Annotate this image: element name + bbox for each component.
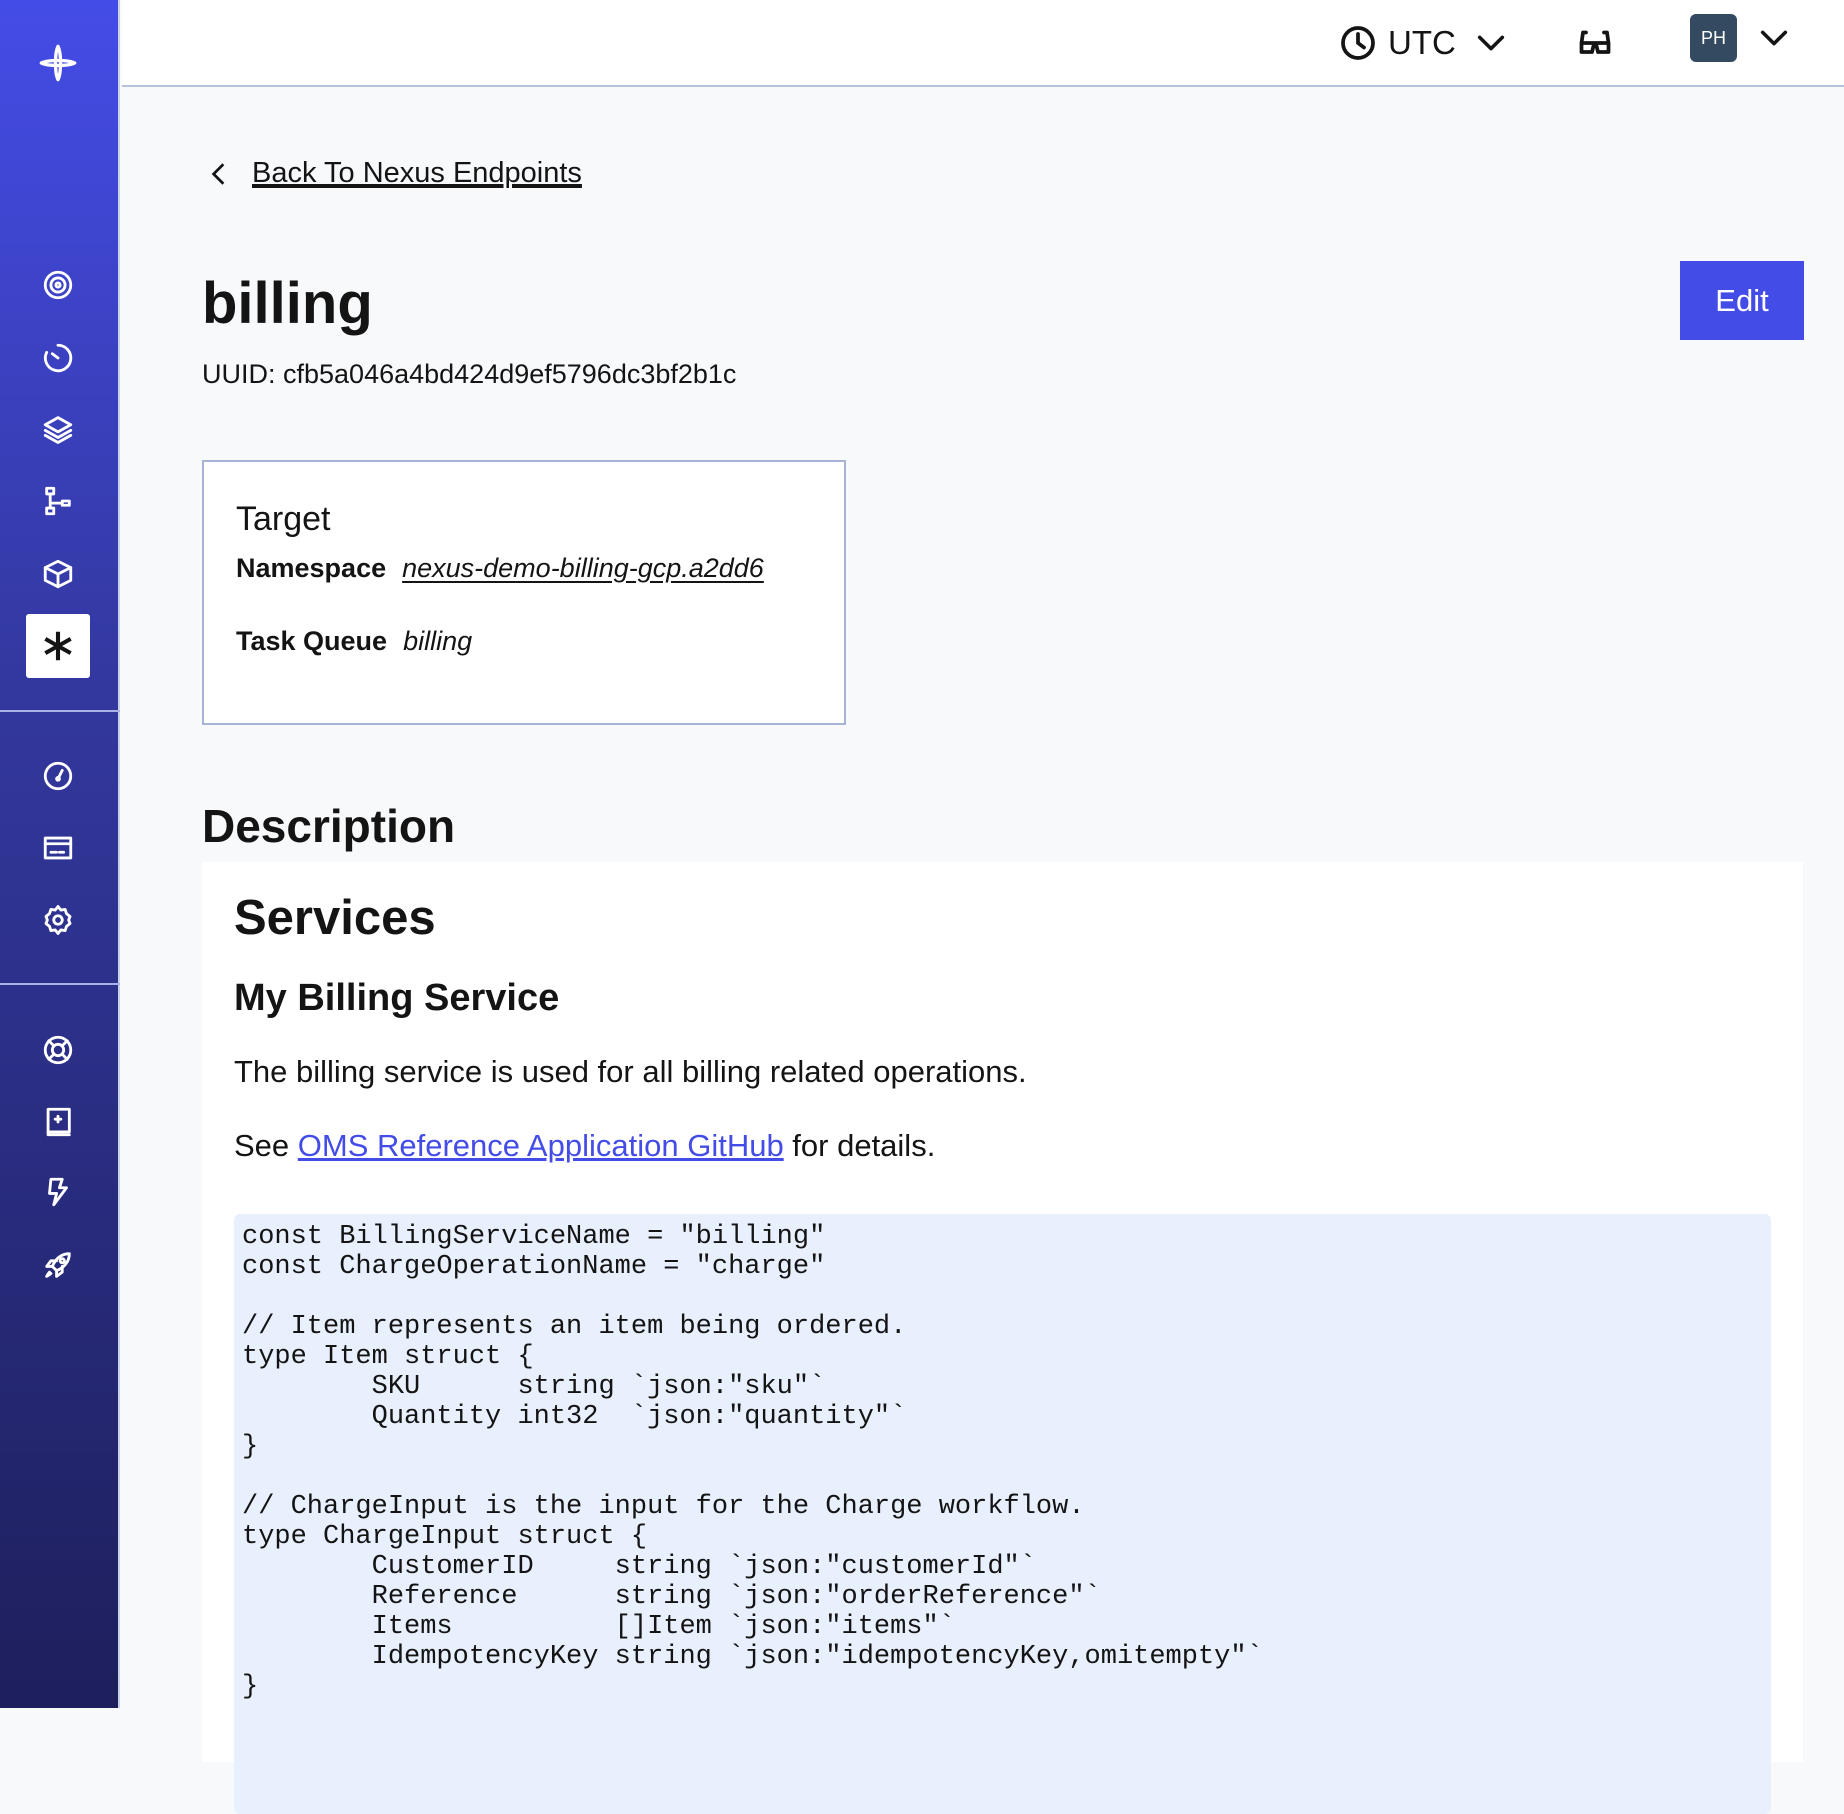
- description-paragraph: The billing service is used for all bill…: [234, 1054, 1027, 1089]
- sidebar-divider: [0, 983, 120, 985]
- docs-icon[interactable]: [40, 1104, 76, 1140]
- details-prefix: See: [234, 1128, 298, 1163]
- namespaces-icon[interactable]: [40, 411, 76, 447]
- back-link-label: Back To Nexus Endpoints: [252, 157, 582, 189]
- nexus-icon[interactable]: [26, 614, 90, 678]
- uuid-text: UUID: cfb5a046a4bd424d9ef5796dc3bf2b1c: [202, 359, 737, 389]
- glasses-icon: [1579, 30, 1611, 54]
- view-mode-button[interactable]: [1577, 20, 1613, 66]
- user-menu[interactable]: PH: [1690, 14, 1791, 62]
- feedback-icon[interactable]: [40, 1174, 76, 1210]
- details-suffix: for details.: [783, 1128, 936, 1163]
- target-heading: Target: [236, 500, 331, 538]
- namespace-link[interactable]: nexus-demo-billing-gcp.a2dd6: [402, 553, 764, 584]
- namespace-row: Namespace nexus-demo-billing-gcp.a2dd6: [236, 553, 812, 584]
- namespace-value: nexus-demo-billing-gcp.a2dd6: [402, 553, 764, 583]
- description-content: Services My Billing Service The billing …: [202, 862, 1803, 1814]
- chevron-down-icon: [1760, 30, 1788, 46]
- target-card: Target Namespace nexus-demo-billing-gcp.…: [202, 460, 846, 725]
- avatar: PH: [1690, 14, 1737, 62]
- clock-icon: [1341, 26, 1375, 60]
- description-heading: Description: [202, 800, 456, 852]
- edit-button[interactable]: Edit: [1680, 261, 1804, 340]
- support-icon[interactable]: [40, 1032, 76, 1068]
- timezone-label: UTC: [1388, 24, 1456, 61]
- timezone-selector[interactable]: UTC: [1340, 20, 1508, 66]
- rocket-icon[interactable]: [40, 1247, 76, 1283]
- task-queue-value: billing: [403, 626, 473, 656]
- usage-icon[interactable]: [40, 758, 76, 794]
- code-block: const BillingServiceName = "billing" con…: [234, 1214, 1771, 1814]
- task-queue-row: Task Queue billing: [236, 626, 812, 657]
- billing-icon[interactable]: [40, 830, 76, 866]
- services-heading: Services: [234, 891, 436, 945]
- logo-icon[interactable]: [38, 43, 78, 83]
- workflows-icon[interactable]: [40, 267, 76, 303]
- settings-icon[interactable]: [40, 902, 76, 938]
- back-link[interactable]: Back To Nexus Endpoints: [206, 157, 582, 190]
- service-heading: My Billing Service: [234, 977, 560, 1019]
- chevron-left-icon: [211, 162, 225, 185]
- main-content: Back To Nexus Endpoints billing UUID: cf…: [122, 87, 1844, 1814]
- task-queue-label: Task Queue: [236, 626, 388, 656]
- deployments-icon[interactable]: [40, 483, 76, 519]
- chevron-down-icon: [1477, 35, 1504, 51]
- github-link[interactable]: OMS Reference Application GitHub: [297, 1128, 784, 1163]
- schedules-icon[interactable]: [40, 340, 76, 376]
- sidebar-divider: [0, 710, 120, 712]
- details-paragraph: See OMS Reference Application GitHub for…: [234, 1128, 935, 1164]
- box-icon[interactable]: [40, 556, 76, 592]
- top-header: UTC PH: [122, 0, 1844, 87]
- page-title: billing: [202, 271, 373, 336]
- sidebar: [0, 0, 120, 1708]
- namespace-label: Namespace: [236, 553, 387, 583]
